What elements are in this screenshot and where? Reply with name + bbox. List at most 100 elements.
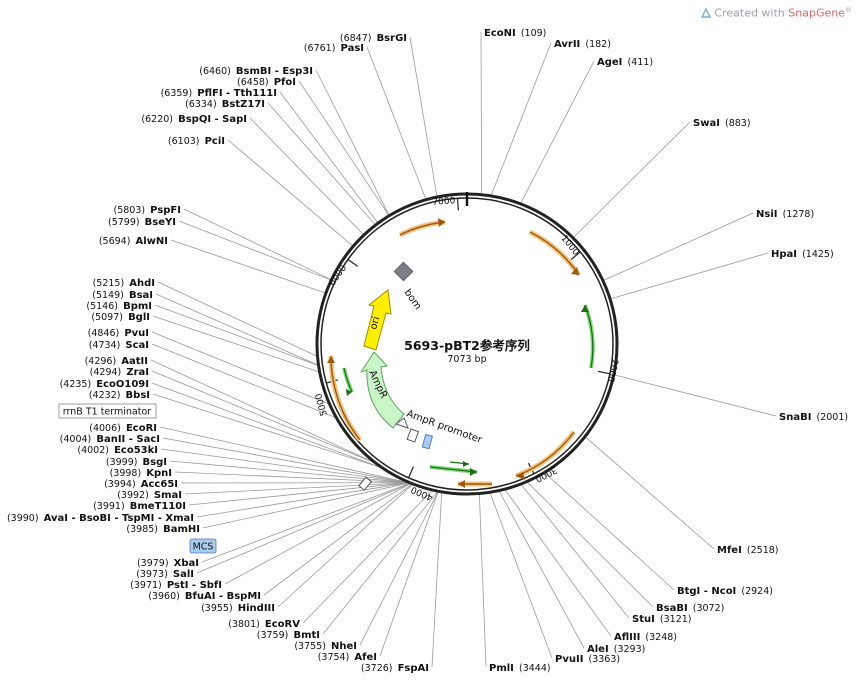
tick-mark <box>456 198 459 211</box>
site-leader-line <box>196 482 408 518</box>
site-leader-line <box>188 482 408 506</box>
site-position: (3973) <box>136 569 168 580</box>
site-position: (3992) <box>117 490 149 501</box>
credit-prefix: Created with <box>714 6 789 20</box>
site-name: BsrGI <box>377 33 407 44</box>
site-label: SnaBI (2001) <box>779 405 848 424</box>
tick-label: 6000 <box>328 263 350 288</box>
site-leader-line <box>151 382 380 468</box>
site-leader-line <box>478 494 487 668</box>
rrnb-terminator-label: rrnB T1 terminator <box>63 407 151 418</box>
site-name: EcoRI <box>126 423 157 434</box>
site-name: EcoO109I <box>96 379 149 390</box>
site-leader-lines <box>150 31 777 668</box>
green-arrow-head-bottom <box>470 468 477 476</box>
site-leader-line <box>154 304 318 366</box>
site-leader-line <box>151 370 374 463</box>
site-label: (3755) NheI <box>294 634 357 653</box>
site-leader-line <box>277 484 413 608</box>
site-name: AhdI <box>129 278 155 289</box>
site-name: PspFI <box>150 205 181 216</box>
mcs-label: MCS <box>193 542 214 553</box>
site-label: (3754) AfeI <box>318 645 377 664</box>
site-name: BsaBI <box>656 603 688 614</box>
site-label: (4734) ScaI <box>89 333 149 352</box>
site-name: PvuII <box>555 654 583 665</box>
site-leader-line <box>162 437 407 483</box>
site-name: PflFI - Tth111I <box>197 88 277 99</box>
site-label: (6220) BspQI - SapI <box>141 107 247 126</box>
site-leader-line <box>520 60 595 204</box>
promoter-box <box>406 428 420 443</box>
site-leader-line <box>249 117 364 235</box>
site-label: (6458) PfoI <box>237 70 296 89</box>
site-name: BseYI <box>145 217 176 228</box>
site-label: (6334) BstZ17I <box>185 92 265 111</box>
site-leader-line <box>521 484 630 619</box>
site-name: PmlI <box>489 663 514 674</box>
tick-mark <box>408 466 414 479</box>
ori-label: ori <box>368 315 382 330</box>
site-name: BfuAI - BspMI <box>185 591 261 602</box>
site-name: ScaI <box>125 340 149 351</box>
site-label: PvuII (3363) <box>555 647 620 666</box>
site-name: AgeI <box>597 57 622 68</box>
site-position: (6103) <box>168 136 200 147</box>
site-name: FspAI <box>398 663 429 674</box>
site-position: (4002) <box>77 445 109 456</box>
site-label: (4846) PvuI <box>88 321 149 340</box>
site-label: (4006) EcoRI <box>89 416 157 435</box>
site-leader-line <box>585 436 715 550</box>
site-label: (4235) EcoO109I <box>60 372 149 391</box>
site-position: (4006) <box>89 423 121 434</box>
site-label: (3979) XbaI <box>137 551 199 570</box>
site-leader-line <box>159 426 406 483</box>
site-position: (3754) <box>318 652 350 663</box>
site-label: (6103) PciI <box>168 129 225 148</box>
site-label: (5215) AhdI <box>93 271 155 290</box>
green-arc-right <box>583 304 595 369</box>
site-label: (3990) AvaI - BsoBI - TspMI - XmaI <box>7 506 194 525</box>
site-label: EcoNI (109) <box>484 21 546 40</box>
site-label: (3994) Acc65I <box>104 472 178 491</box>
snapgene-logo-icon <box>701 7 712 18</box>
site-leader-line <box>155 293 318 366</box>
site-leader-line <box>184 482 408 495</box>
site-label: (4002) Eco53kI <box>77 438 158 457</box>
site-leader-line <box>499 491 585 649</box>
site-leader-line <box>151 343 336 418</box>
site-leader-line <box>322 491 438 635</box>
site-leader-line <box>160 448 407 483</box>
green-arc-bottom-line <box>429 466 478 473</box>
site-leader-line <box>170 239 326 294</box>
bom-marker <box>393 261 414 282</box>
site-name: AleI <box>587 644 609 655</box>
site-label: BsaBI (3072) <box>656 596 724 615</box>
site-name: AatII <box>121 356 148 367</box>
site-position: (3985) <box>126 524 158 535</box>
site-position: (5694) <box>99 236 131 247</box>
site-name: AflIII <box>614 632 640 643</box>
site-position: (1278) <box>783 209 815 220</box>
site-name: XbaI <box>174 558 199 569</box>
site-label: (3955) HindIII <box>201 596 275 615</box>
site-label: (5799) BseYI <box>108 210 176 229</box>
ampr-arrow <box>359 351 405 429</box>
site-label: (5149) BsaI <box>92 283 153 302</box>
tick-label: 2000 <box>605 358 620 383</box>
site-name: PfoI <box>274 77 296 88</box>
site-label: (3985) BamHI <box>126 517 200 536</box>
site-name: EcoNI <box>484 28 516 39</box>
snapgene-credit: Created with SnapGene® <box>701 6 852 20</box>
site-leader-line <box>183 208 331 280</box>
site-leader-line <box>298 80 389 216</box>
orf-arc-top-left <box>398 219 446 238</box>
site-name: MfeI <box>717 545 742 556</box>
site-leader-line <box>504 489 612 637</box>
site-position: (3960) <box>148 591 180 602</box>
site-position: (3363) <box>589 654 621 665</box>
site-label: (5097) BglI <box>91 305 150 324</box>
bom-label: bom <box>402 287 424 312</box>
site-label: (3971) PstI - SbfI <box>130 573 222 592</box>
orf-arrow-head-3 <box>516 472 525 480</box>
